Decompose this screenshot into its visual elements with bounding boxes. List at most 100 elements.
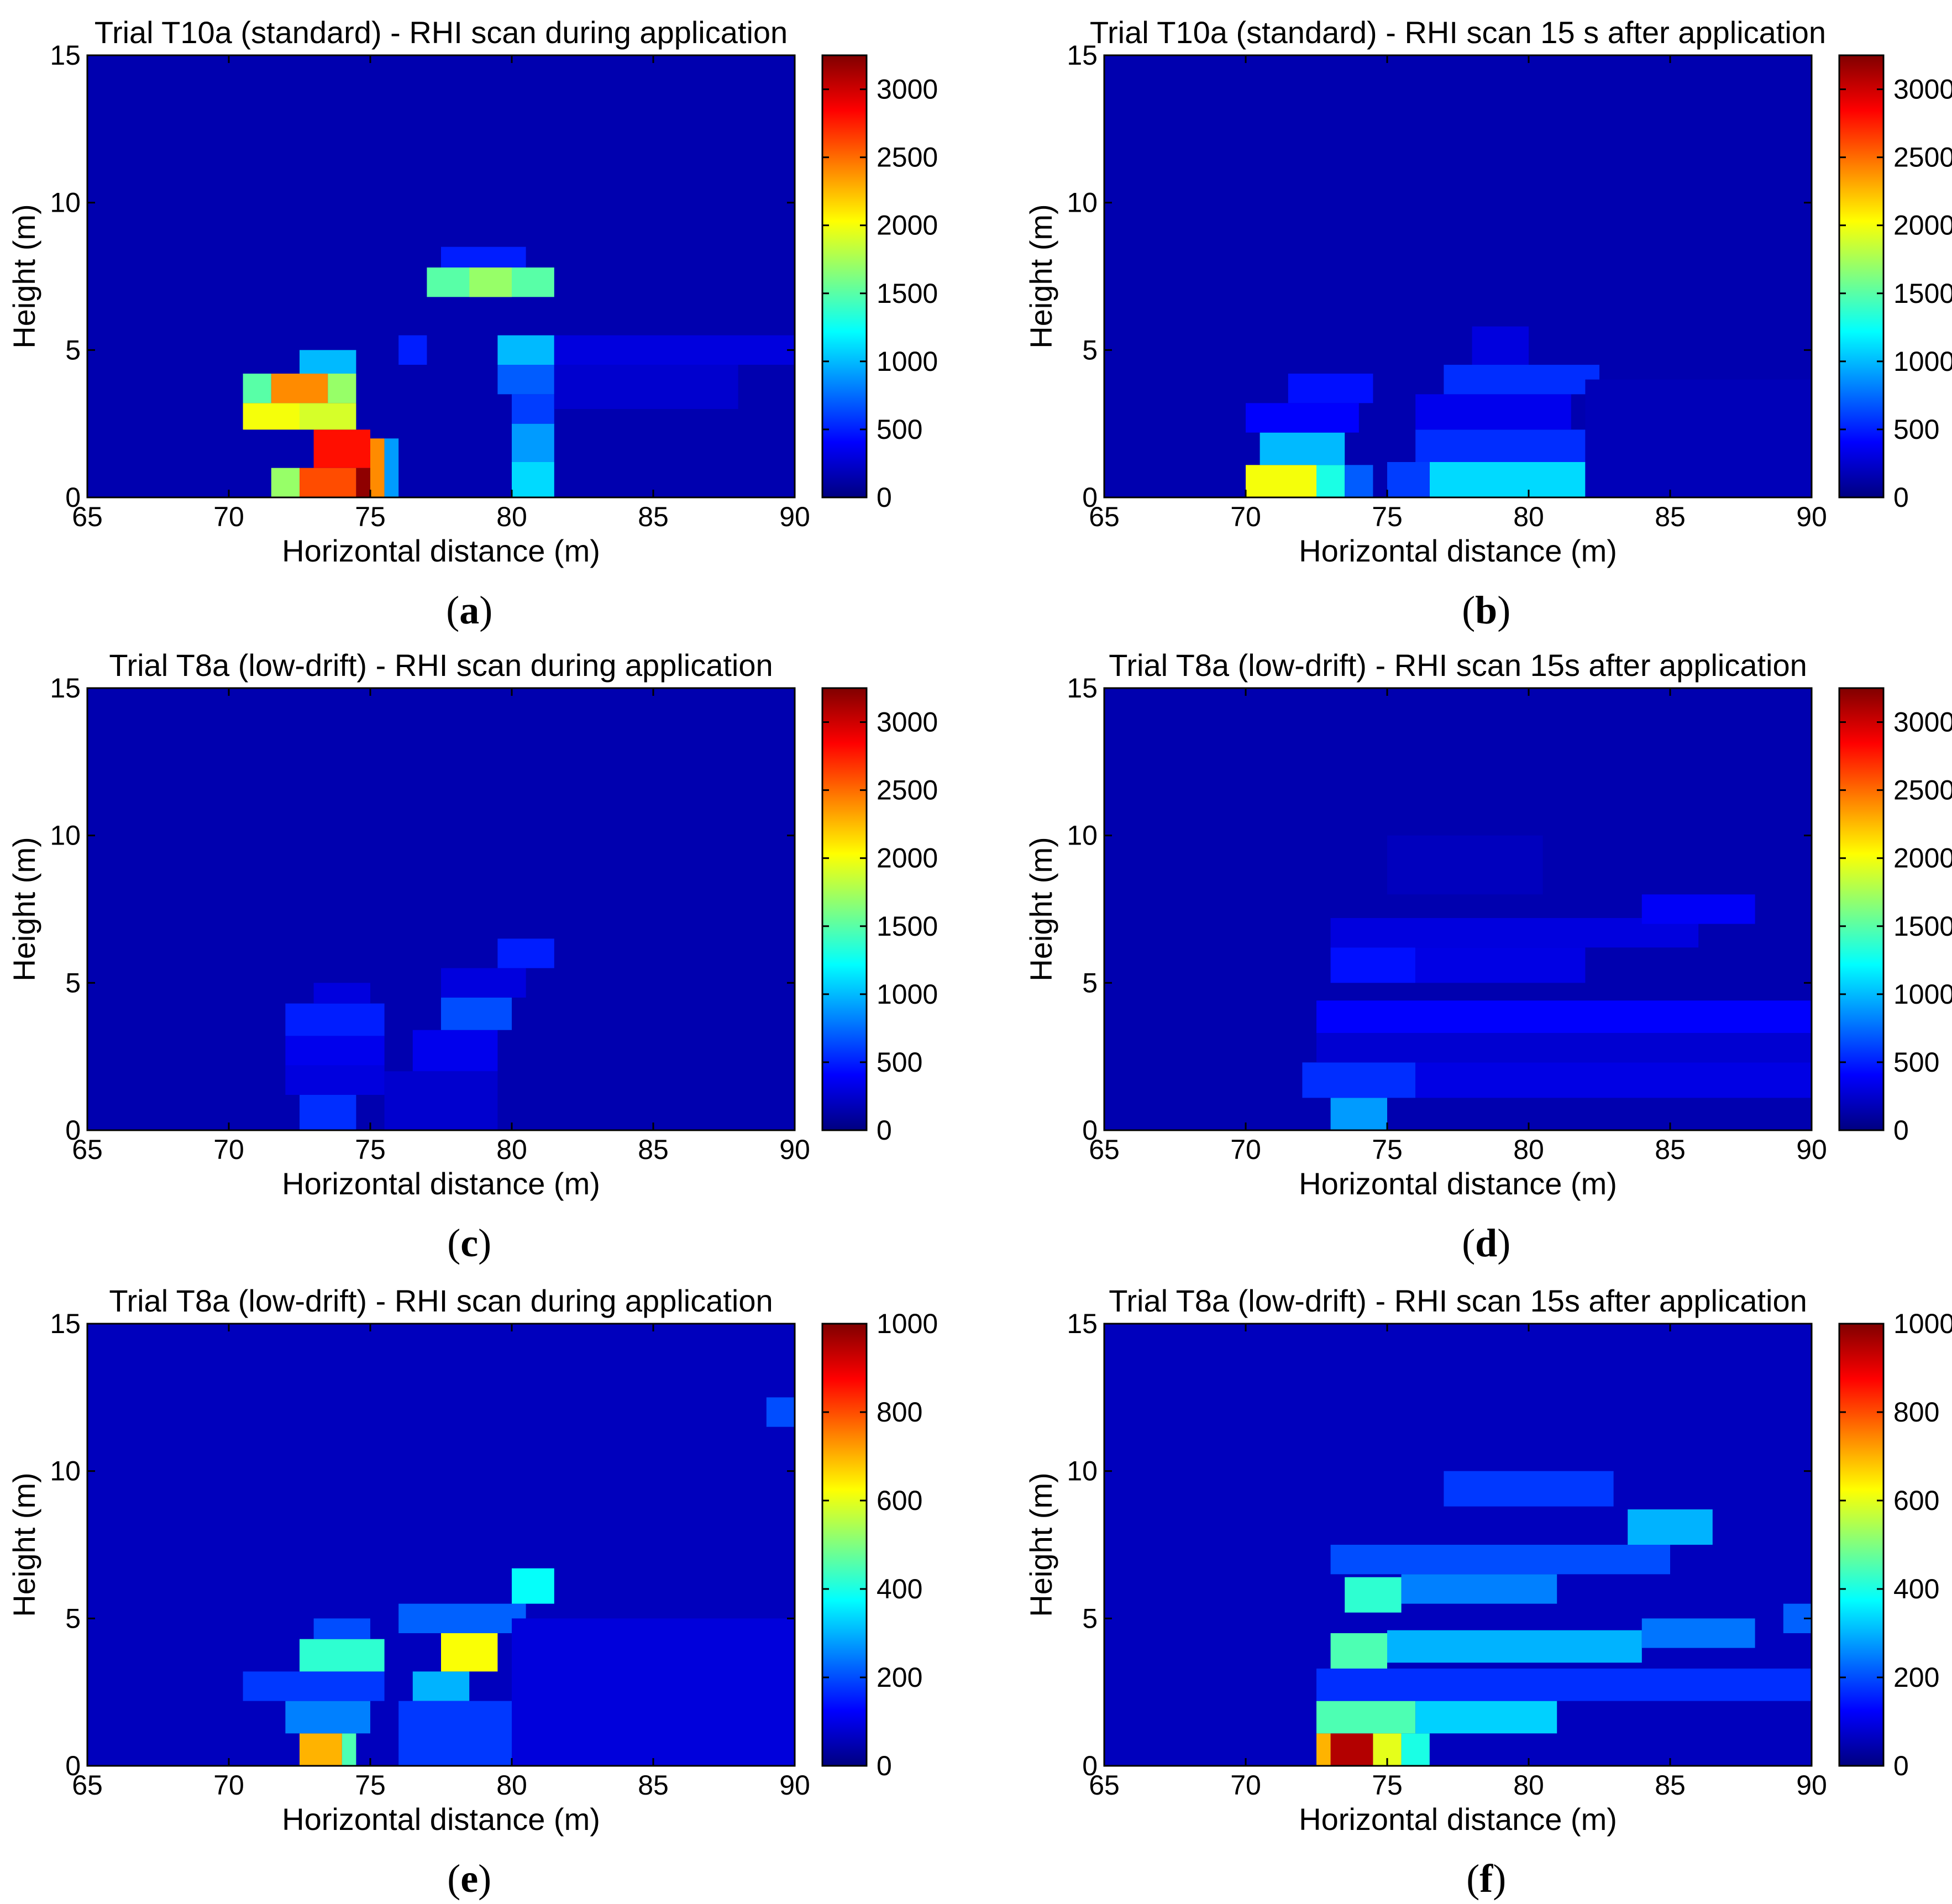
plot-frame (86, 54, 796, 499)
heatmap-cell (1316, 465, 1345, 497)
y-tick-label: 10 (1067, 1456, 1098, 1487)
colorbar (822, 55, 867, 497)
x-tick-label: 70 (1230, 1134, 1261, 1165)
heatmap-cell (1316, 1669, 1812, 1701)
y-tick-label: 5 (1082, 334, 1098, 365)
heatmap-cell (1302, 1062, 1416, 1098)
heatmap-cell (766, 1397, 795, 1427)
y-tick-label: 0 (1082, 1115, 1098, 1146)
panel-caption: (c) (447, 1221, 491, 1265)
heatmap-cell (370, 438, 385, 497)
colorbar-tick-label: 1000 (1893, 979, 1952, 1010)
plot-frame (86, 687, 796, 1131)
panel-caption: (f) (1466, 1856, 1506, 1901)
heatmap-cell (1387, 835, 1543, 895)
heatmap-cell (1641, 894, 1755, 924)
colorbar-tick-label: 1000 (1893, 346, 1952, 377)
y-tick-label: 0 (65, 1115, 81, 1146)
chart-panel-c: 65 70 75 80 85 90 0 5 10 15 Trial T8a (low-drift) … (7, 648, 938, 1265)
heatmap-cell (285, 1701, 370, 1734)
colorbar (1839, 688, 1883, 1130)
colorbar-tick-label: 2500 (1893, 142, 1952, 173)
colorbar-tick-label: 1500 (1893, 278, 1952, 309)
y-tick-label: 0 (65, 482, 81, 513)
y-tick-label: 15 (50, 673, 81, 704)
colorbar-tick-label: 400 (877, 1573, 922, 1604)
colorbar-tick-label: 0 (1893, 1750, 1909, 1781)
heatmap-cell (512, 1618, 795, 1766)
colorbar (1839, 1324, 1883, 1766)
colorbar-tick-label: 0 (1893, 1115, 1909, 1146)
x-tick-label: 85 (638, 1770, 669, 1801)
y-tick-label: 15 (50, 40, 81, 71)
chart-panel-d: 65 70 75 80 85 90 0 5 10 15 Trial T8a (low-drift) … (1024, 648, 1952, 1265)
colorbar-tick-label: 2000 (1893, 210, 1952, 241)
x-tick-label: 80 (1513, 501, 1544, 532)
x-tick-label: 85 (638, 501, 669, 532)
heatmap-cell (1444, 365, 1599, 395)
heatmap-cells (243, 246, 795, 497)
colorbar (1839, 55, 1883, 497)
x-tick-label: 90 (1796, 1770, 1827, 1801)
chart-title: Trial T8a (low-drift) - RHI scan during … (109, 648, 773, 683)
heatmap-cell (497, 335, 554, 365)
heatmap-cell (1316, 1033, 1812, 1063)
colorbar-tick-label: 800 (1893, 1397, 1939, 1428)
x-tick-label: 85 (1655, 501, 1686, 532)
x-tick-label: 90 (779, 1134, 810, 1165)
x-tick-label: 90 (1796, 501, 1827, 532)
panel-caption: (a) (446, 588, 492, 632)
x-tick-label: 65 (72, 1134, 103, 1165)
colorbar-tick-label: 200 (1893, 1662, 1939, 1693)
heatmap-cell (1628, 1509, 1713, 1545)
colorbar-tick-label: 200 (877, 1662, 922, 1693)
x-tick-label: 65 (1089, 1134, 1120, 1165)
heatmap-cell (412, 1671, 470, 1701)
heatmap-cell (243, 403, 300, 430)
heatmap-cell (285, 1036, 385, 1066)
colorbar-tick-label: 500 (1893, 1047, 1939, 1078)
heatmap-cell (300, 350, 356, 374)
heatmap-cell (497, 938, 554, 968)
colorbar-tick-label: 2000 (877, 843, 938, 874)
heatmap-cell (554, 335, 795, 365)
heatmap-cell (1415, 1062, 1812, 1098)
y-tick-label: 5 (1082, 1603, 1098, 1634)
chart-panel-e: 65 70 75 80 85 90 0 5 10 15 Trial T8a (low-drift) … (7, 1283, 938, 1901)
heatmap-cell (243, 374, 271, 403)
x-tick-label: 80 (1513, 1770, 1544, 1801)
y-tick-label: 0 (1082, 1750, 1098, 1781)
y-tick-label: 0 (65, 1750, 81, 1781)
colorbar-tick-label: 2000 (877, 210, 938, 241)
heatmap-cell (1429, 462, 1586, 497)
chart-title: Trial T10a (standard) - RHI scan during … (95, 15, 788, 50)
x-tick-label: 70 (1230, 1770, 1261, 1801)
colorbar-tick-label: 1000 (877, 1308, 938, 1339)
heatmap-cell (497, 365, 554, 395)
heatmap-cell (313, 1618, 370, 1639)
colorbar-tick-label: 1000 (877, 979, 938, 1010)
heatmap-cell (342, 1733, 356, 1766)
chart-panel-a: 65 70 75 80 85 90 0 5 10 15 Trial T10a (standard) … (7, 15, 938, 632)
heatmap-cell (313, 429, 370, 468)
heatmap-cell (1330, 1098, 1387, 1130)
y-tick-label: 5 (65, 334, 81, 365)
colorbar (822, 688, 867, 1130)
colorbar-tick-label: 500 (1893, 414, 1939, 445)
colorbar-tick-label: 1000 (877, 346, 938, 377)
heatmap-cell (1415, 429, 1586, 462)
heatmap-cell (1330, 918, 1699, 948)
plot-frame (1103, 1323, 1813, 1767)
heatmap-cell (271, 468, 300, 497)
heatmap-cell (328, 374, 356, 403)
colorbar-tick-label: 3000 (877, 74, 938, 105)
x-tick-label: 90 (779, 501, 810, 532)
x-tick-label: 75 (355, 501, 386, 532)
y-tick-label: 15 (1067, 673, 1098, 704)
heatmap-cell (1401, 1574, 1557, 1604)
heatmap-cell (469, 267, 512, 297)
y-axis-label: Height (m) (7, 837, 41, 981)
chart-title: Trial T8a (low-drift) - RHI scan during … (109, 1283, 773, 1318)
heatmap-cells (1302, 835, 1812, 1130)
